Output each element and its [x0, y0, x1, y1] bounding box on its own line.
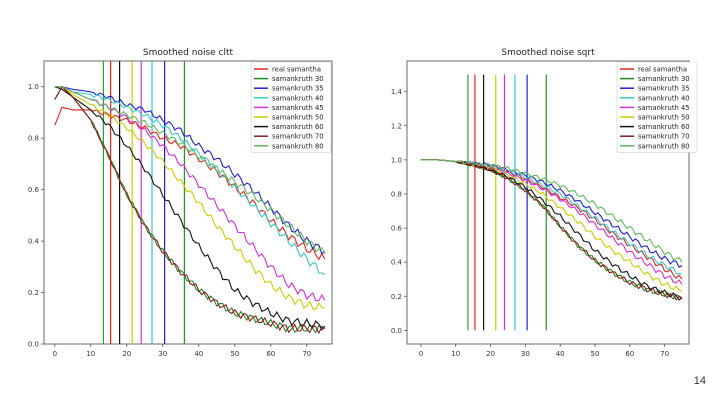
y-tick-label: 1.4 — [391, 88, 403, 96]
x-tick-label: 10 — [86, 350, 95, 358]
legend-label: samankruth 80 — [272, 142, 324, 150]
legend-label: samankruth 35 — [638, 85, 690, 93]
page-number: 14 — [693, 375, 706, 387]
y-tick-label: 0.8 — [391, 190, 402, 198]
series-line-samankruth-30 — [420, 159, 683, 300]
legend-label: samankruth 30 — [638, 75, 690, 83]
x-tick-label: 30 — [521, 350, 530, 358]
legend-label: samankruth 45 — [272, 104, 324, 112]
legend-label: samankruth 45 — [638, 104, 690, 112]
series-line-samankruth-70 — [54, 85, 326, 335]
series-line-samankruth-50 — [54, 86, 325, 311]
series-line-samankruth-80 — [54, 86, 326, 255]
legend-label: real samantha — [638, 66, 687, 74]
x-tick-label: 70 — [660, 350, 669, 358]
plot-area — [54, 61, 326, 344]
y-tick-label: 0.2 — [391, 293, 402, 301]
series-line-samankruth-50 — [420, 159, 683, 292]
series-line-samankruth-80 — [420, 159, 683, 263]
x-tick-label: 0 — [53, 350, 57, 358]
x-tick-label: 60 — [625, 350, 634, 358]
chart-title: Smoothed noise cltt — [143, 48, 234, 58]
x-tick-label: 70 — [302, 350, 311, 358]
x-tick-label: 20 — [122, 350, 131, 358]
y-tick-label: 1.2 — [391, 122, 402, 130]
legend-label: samankruth 35 — [272, 85, 324, 93]
legend-label: samankruth 30 — [272, 75, 324, 83]
legend-label: samankruth 50 — [638, 114, 690, 122]
plot-area — [420, 74, 683, 331]
x-tick-label: 60 — [266, 350, 275, 358]
legend-label: samankruth 70 — [272, 133, 324, 141]
series-line-samankruth-60 — [54, 86, 326, 331]
y-tick-label: 0.4 — [391, 259, 403, 267]
x-tick-label: 0 — [419, 350, 423, 358]
y-tick-label: 0.8 — [28, 135, 39, 143]
y-tick-label: 0.6 — [28, 186, 40, 194]
legend-label: samankruth 50 — [272, 114, 324, 122]
legend-label: samankruth 40 — [638, 94, 690, 102]
y-tick-label: 1.0 — [391, 156, 402, 164]
x-tick-label: 40 — [194, 350, 203, 358]
legend-label: samankruth 80 — [638, 142, 690, 150]
series-line-samankruth-45 — [420, 159, 683, 285]
series-line-samankruth-35 — [54, 86, 326, 255]
x-tick-label: 50 — [591, 350, 600, 358]
y-tick-label: 0.4 — [28, 238, 40, 246]
legend-label: samankruth 60 — [272, 123, 324, 131]
y-tick-label: 0.6 — [391, 225, 403, 233]
legend-label: real samantha — [272, 66, 321, 74]
series-line-samankruth-40 — [54, 86, 326, 275]
x-tick-label: 30 — [158, 350, 167, 358]
y-tick-label: 0.0 — [28, 341, 39, 349]
chart-smoothed-noise-cltt: Smoothed noise cltt 0 10 20 30 40 50 60 70 0.0 0.2… — [0, 0, 360, 370]
y-tick-label: 1.0 — [28, 83, 39, 91]
legend-label: samankruth 60 — [638, 123, 690, 131]
plot-frame — [406, 60, 690, 345]
chart-title: Smoothed noise sqrt — [501, 48, 595, 58]
x-tick-label: 20 — [486, 350, 495, 358]
plot-frame — [43, 60, 333, 345]
x-tick-label: 10 — [451, 350, 460, 358]
chart-smoothed-noise-sqrt: Smoothed noise sqrt 0 10 20 30 40 50 60 70 0.0 0.2… — [360, 0, 720, 370]
y-tick-label: 0.2 — [28, 289, 39, 297]
chart-right-svg: Smoothed noise sqrt 0 10 20 30 40 50 60 70 0.0 0.2… — [391, 48, 698, 358]
x-tick-label: 50 — [230, 350, 239, 358]
chart-left-svg: Smoothed noise cltt 0 10 20 30 40 50 60 70 0.0 0.2… — [28, 48, 333, 358]
series-line-samankruth-60 — [420, 159, 683, 301]
legend-label: samankruth 70 — [638, 133, 690, 141]
y-tick-label: 0.0 — [391, 327, 402, 335]
legend-label: samankruth 40 — [272, 94, 324, 102]
x-tick-label: 40 — [556, 350, 565, 358]
series-line-samankruth-70 — [420, 159, 683, 301]
